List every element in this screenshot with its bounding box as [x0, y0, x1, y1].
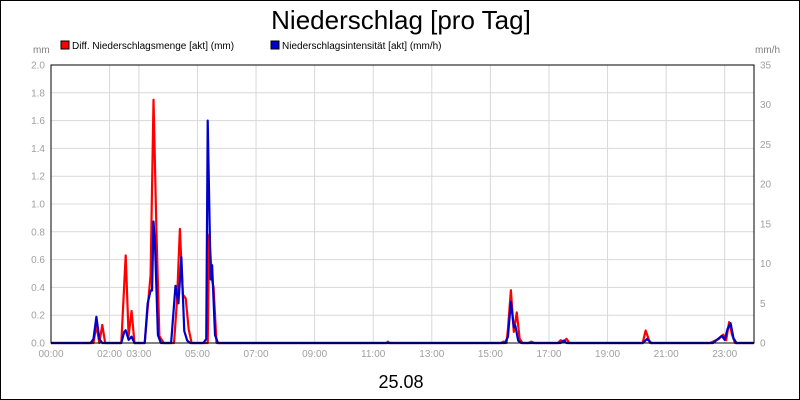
y-left-tick-label: 0.8 — [31, 227, 45, 238]
legend-swatch-blue — [270, 40, 280, 50]
x-tick-label: 17:00 — [536, 349, 561, 360]
x-tick-label: 02:00 — [97, 349, 122, 360]
y-right-tick-label: 0 — [760, 339, 766, 350]
x-tick-label: 03:00 — [126, 349, 151, 360]
x-tick-label: 05:00 — [185, 349, 210, 360]
y-left-tick-label: 1.8 — [31, 88, 45, 99]
y-right-tick-label: 30 — [760, 100, 772, 111]
y-right-unit-label: mm/h — [755, 45, 780, 56]
y-left-tick-label: 1.6 — [31, 116, 45, 127]
series — [51, 98, 754, 345]
y-right-tick-label: 10 — [760, 259, 772, 270]
x-tick-label: 11:00 — [361, 349, 386, 360]
y-left-tick-labels: 0.0 0.2 0.4 0.6 0.8 1.0 1.2 1.4 1.6 1.8 2.0 — [31, 61, 45, 350]
plot-area-frame — [50, 64, 755, 344]
y-left-unit-label: mm — [33, 45, 50, 56]
date-label: 25.08 — [378, 372, 423, 392]
x-tick-label: 23:00 — [712, 349, 737, 360]
chart-title: Niederschlag [pro Tag] — [271, 5, 531, 35]
y-right-tick-label: 20 — [760, 180, 772, 191]
x-tick-label: 15:00 — [478, 349, 503, 360]
y-left-tick-label: 0.4 — [31, 283, 45, 294]
y-right-tick-label: 5 — [760, 299, 766, 310]
y-right-tick-label: 25 — [760, 140, 772, 151]
x-tick-label: 07:00 — [244, 349, 269, 360]
y-left-tick-label: 0.0 — [31, 339, 45, 350]
legend-label-menge: Diff. Niederschlagsmenge [akt] (mm) — [72, 41, 234, 52]
legend: Diff. Niederschlagsmenge [akt] (mm) Nied… — [60, 40, 442, 52]
y-right-tick-label: 35 — [760, 61, 772, 72]
x-tick-label: 09:00 — [302, 349, 327, 360]
y-left-tick-label: 0.6 — [31, 255, 45, 266]
y-left-tick-label: 1.2 — [31, 172, 45, 183]
x-tick-label: 00:00 — [38, 349, 63, 360]
legend-label-intensitaet: Niederschlagsintensität [akt] (mm/h) — [282, 41, 442, 52]
y-right-tick-label: 15 — [760, 219, 772, 230]
x-tick-label: 19:00 — [595, 349, 620, 360]
y-right-tick-labels: 0 5 10 15 20 25 30 35 — [760, 61, 772, 350]
x-tick-labels: 00:00 02:00 03:00 05:00 07:00 09:00 11:00 13:00… — [38, 349, 737, 360]
y-left-tick-label: 2.0 — [31, 61, 45, 72]
x-tick-label: 21:00 — [654, 349, 679, 360]
x-tick-label: 13:00 — [419, 349, 444, 360]
y-left-tick-label: 1.0 — [31, 200, 45, 211]
y-left-tick-label: 0.2 — [31, 311, 45, 322]
y-left-tick-label: 1.4 — [31, 144, 45, 155]
legend-swatch-red — [60, 40, 70, 50]
